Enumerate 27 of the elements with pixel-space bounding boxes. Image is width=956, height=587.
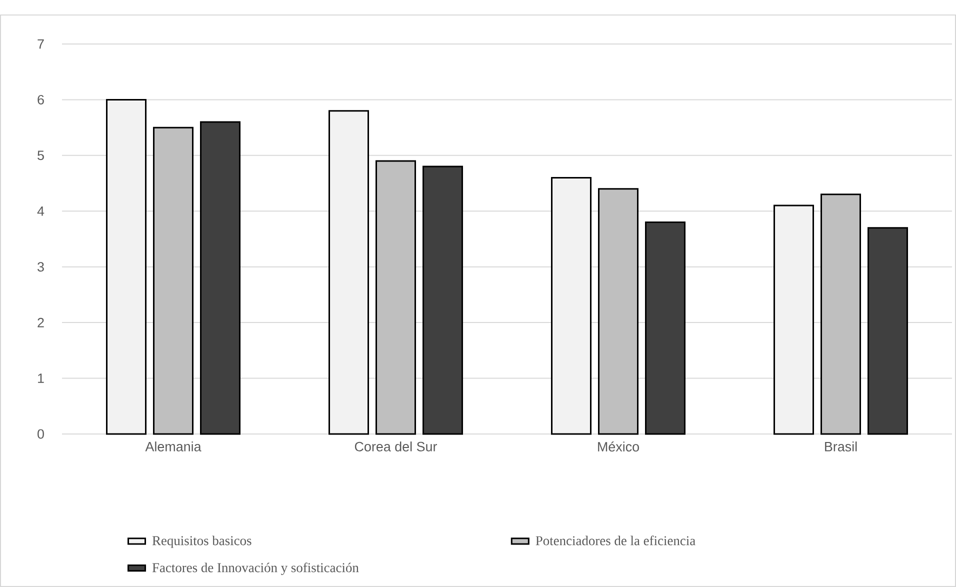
x-tick-label: Alemania xyxy=(145,442,202,452)
legend-label: Requisitos basicos xyxy=(152,536,252,548)
y-tick-label: 5 xyxy=(38,150,44,160)
y-tick-label: 1 xyxy=(38,374,44,383)
bar xyxy=(153,126,194,435)
bar xyxy=(422,166,464,435)
y-tick-label: 7 xyxy=(38,39,44,49)
bar xyxy=(774,204,814,435)
x-tick-label: México xyxy=(598,442,639,452)
y-tick-label: 3 xyxy=(38,262,44,272)
y-tick-label: 6 xyxy=(38,94,44,104)
bar xyxy=(645,222,686,435)
legend-label: Potenciadores de la eficiencia xyxy=(536,536,696,546)
x-tick-label: Brasil xyxy=(825,442,857,452)
y-tick-label: 4 xyxy=(37,206,44,216)
x-tick-label: Corea del Sur xyxy=(354,442,437,452)
bar xyxy=(820,194,862,435)
legend-label: Factores de Innovación y sofisticación xyxy=(152,562,359,575)
y-tick-label: 0 xyxy=(38,429,44,439)
bar xyxy=(551,176,592,435)
y-tick-label: 2 xyxy=(38,318,44,328)
bar xyxy=(106,98,147,435)
bar xyxy=(868,227,908,435)
bar xyxy=(328,110,370,435)
bar xyxy=(598,188,639,435)
bar xyxy=(376,160,416,435)
bar xyxy=(200,121,241,435)
